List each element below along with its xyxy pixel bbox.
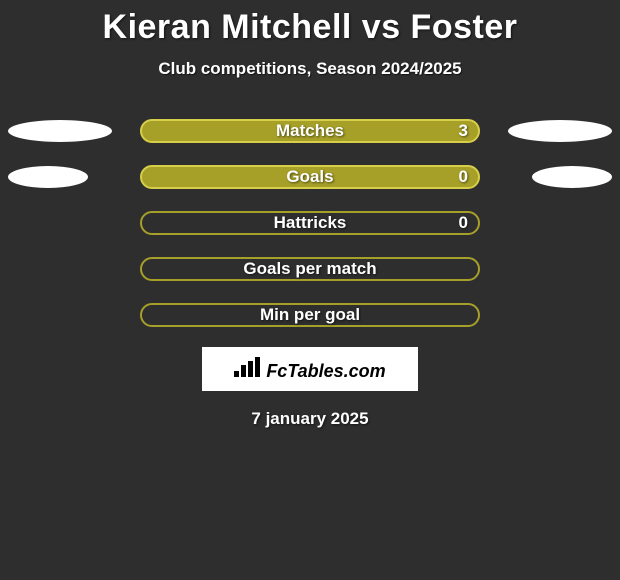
right-ellipse — [508, 120, 612, 142]
date-text: 7 january 2025 — [251, 409, 368, 428]
bars-icon — [234, 357, 260, 377]
subtitle-text: Club competitions, Season 2024/2025 — [158, 59, 461, 78]
stat-bar: Goals per match — [140, 257, 480, 281]
stat-label: Goals per match — [142, 259, 478, 279]
right-ellipse — [532, 166, 612, 188]
left-ellipse — [8, 166, 88, 188]
stat-label: Matches — [142, 121, 478, 141]
brand-label: FcTables.com — [266, 361, 385, 382]
stat-bar: Hattricks0 — [140, 211, 480, 235]
brand-box: FcTables.com — [202, 347, 418, 391]
stat-value: 3 — [459, 121, 468, 141]
stat-row: Goals0 — [0, 165, 620, 189]
stat-value: 0 — [459, 213, 468, 233]
stat-value: 0 — [459, 167, 468, 187]
stat-label: Min per goal — [142, 305, 478, 325]
stat-row: Hattricks0 — [0, 211, 620, 235]
title-text: Kieran Mitchell vs Foster — [103, 8, 518, 46]
stat-rows: Matches3Goals0Hattricks0Goals per matchM… — [0, 119, 620, 327]
stat-row: Goals per match — [0, 257, 620, 281]
stat-bar: Min per goal — [140, 303, 480, 327]
stat-label: Hattricks — [142, 213, 478, 233]
stat-bar: Goals0 — [140, 165, 480, 189]
page-title: Kieran Mitchell vs Foster — [0, 0, 620, 47]
stat-row: Matches3 — [0, 119, 620, 143]
stat-row: Min per goal — [0, 303, 620, 327]
date: 7 january 2025 — [0, 409, 620, 429]
stat-label: Goals — [142, 167, 478, 187]
left-ellipse — [8, 120, 112, 142]
stat-bar: Matches3 — [140, 119, 480, 143]
subtitle: Club competitions, Season 2024/2025 — [0, 59, 620, 79]
